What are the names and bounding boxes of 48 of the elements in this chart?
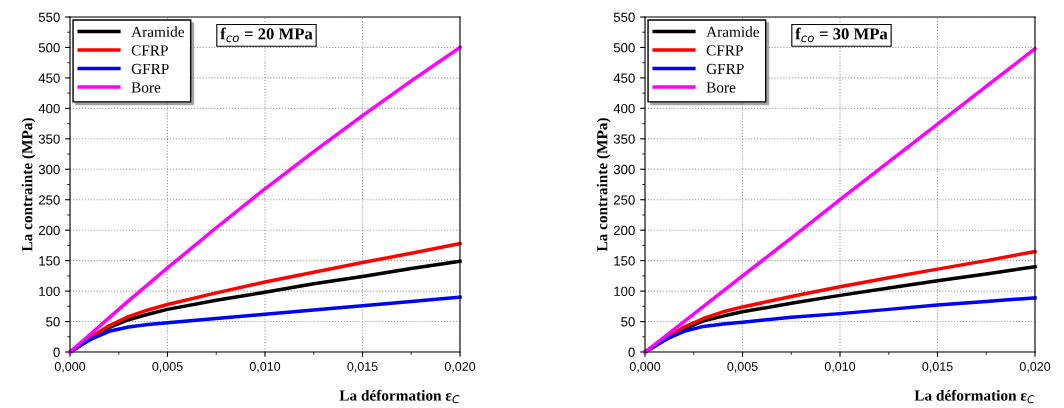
x-tick-label: 0,010 — [249, 362, 281, 373]
legend-label: Aramide — [131, 26, 185, 38]
legend-label: Bore — [706, 82, 736, 93]
y-tick-label: 300 — [613, 164, 635, 175]
y-tick-label: 400 — [38, 103, 60, 114]
legend-label: GFRP — [706, 63, 744, 75]
legend-label: CFRP — [131, 45, 168, 56]
y-tick-label: 150 — [39, 256, 60, 266]
legend-label: Bore — [131, 82, 161, 93]
y-tick-label: 50 — [621, 317, 635, 327]
x-tick-label: 0,005 — [152, 362, 183, 373]
x-tick-label: 0,000 — [54, 362, 86, 373]
y-tick-label: 450 — [613, 73, 635, 83]
y-tick-label: 300 — [38, 164, 60, 175]
x-axis-title: La déformation ε$_{C}$ — [339, 389, 460, 404]
y-tick-label: 0 — [53, 347, 60, 357]
y-tick-label: 450 — [38, 73, 60, 83]
annotation: f$_{co}$ = 30 MPa — [795, 27, 888, 43]
x-axis-title: La déformation ε$_{C}$ — [914, 389, 1035, 404]
y-tick-label: 150 — [614, 256, 635, 266]
x-tick-label: 0,020 — [444, 362, 476, 373]
legend-label: GFRP — [131, 63, 169, 75]
y-tick-label: 100 — [614, 286, 635, 296]
y-tick-label: 250 — [613, 195, 635, 205]
y-tick-label: 250 — [38, 195, 60, 205]
y-tick-label: 500 — [38, 43, 60, 53]
legend-label: CFRP — [706, 45, 743, 56]
y-axis-title: La contrainte (MPa) — [596, 118, 611, 252]
x-tick-label: 0,010 — [824, 362, 856, 373]
y-tick-label: 550 — [613, 12, 635, 22]
annotation: f$_{co}$ = 20 MPa — [220, 27, 313, 43]
x-tick-label: 0,015 — [347, 362, 378, 373]
y-tick-label: 500 — [613, 43, 635, 53]
y-tick-label: 200 — [38, 225, 60, 236]
y-tick-label: 50 — [46, 317, 60, 327]
y-tick-label: 200 — [613, 225, 635, 236]
legend-label: Aramide — [706, 26, 760, 38]
y-tick-label: 400 — [613, 103, 635, 114]
y-tick-label: 550 — [38, 12, 60, 22]
x-tick-label: 0,020 — [1019, 362, 1051, 373]
y-tick-label: 100 — [39, 286, 60, 296]
x-tick-label: 0,015 — [922, 362, 953, 373]
y-tick-label: 350 — [38, 134, 60, 144]
y-axis-title: La contrainte (MPa) — [21, 118, 36, 252]
y-tick-label: 0 — [628, 347, 635, 357]
y-tick-label: 350 — [613, 134, 635, 144]
x-tick-label: 0,005 — [727, 362, 758, 373]
x-tick-label: 0,000 — [629, 362, 661, 373]
